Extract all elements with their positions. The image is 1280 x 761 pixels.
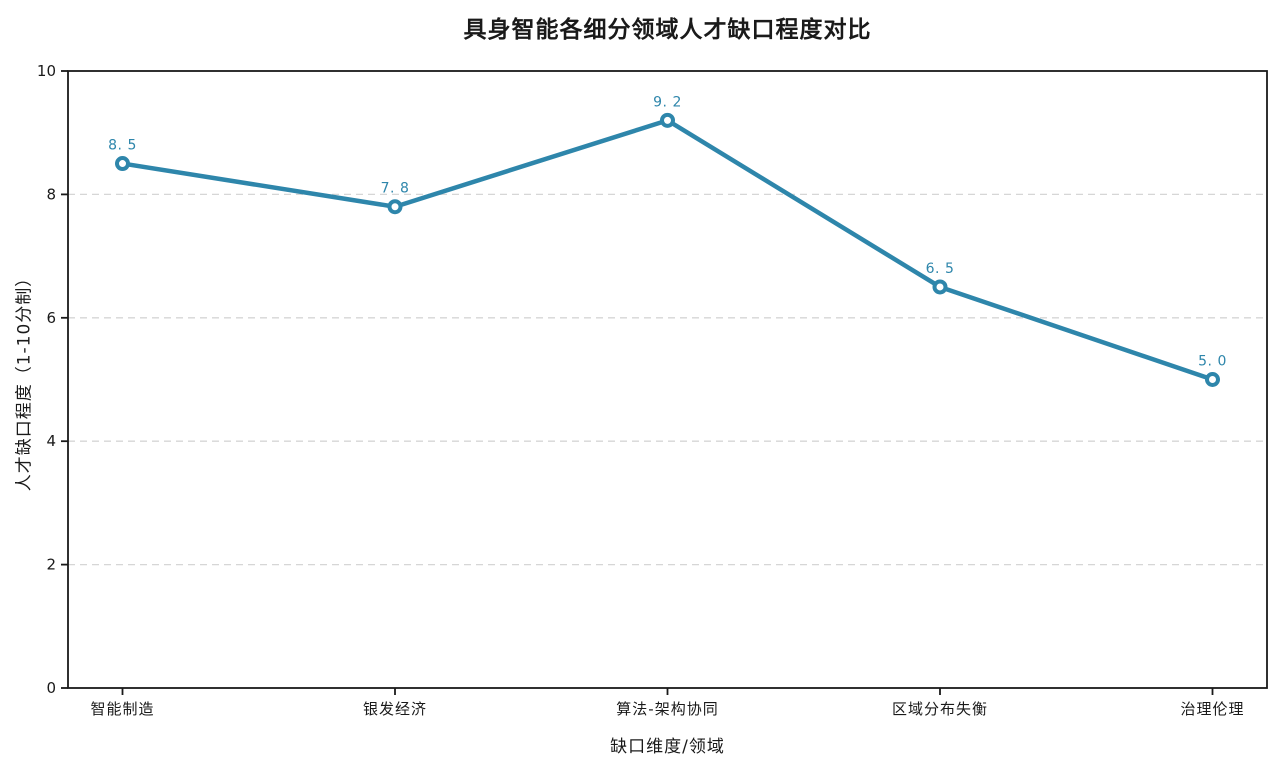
y-tick-label: 2 — [46, 556, 56, 574]
category-label: 银发经济 — [363, 700, 427, 718]
x-axis-title: 缺口维度/领域 — [610, 737, 725, 757]
data-point-label: 9. 2 — [653, 94, 682, 110]
y-tick-label: 6 — [46, 309, 56, 327]
data-point-label: 6. 5 — [926, 261, 955, 277]
y-tick-label: 4 — [46, 432, 56, 450]
series-line — [120, 118, 1215, 382]
data-point-marker — [932, 279, 948, 295]
data-point-label: 7. 8 — [381, 181, 410, 197]
data-point-marker — [660, 112, 675, 128]
data-point-label: 8. 5 — [108, 138, 137, 154]
chart-title: 具身智能各细分领域人才缺口程度对比 — [463, 17, 872, 43]
category-label: 治理伦理 — [1180, 700, 1244, 718]
category-label: 智能制造 — [90, 700, 154, 718]
plot-frame — [67, 70, 1268, 689]
y-tick-label: 10 — [37, 62, 56, 80]
y-tick-label: 0 — [46, 679, 56, 697]
category-label: 区域分布失衡 — [892, 700, 988, 718]
data-point-marker — [1205, 372, 1220, 387]
data-point-label: 5. 0 — [1198, 354, 1227, 370]
category-label: 算法-架构协同 — [616, 700, 718, 718]
y-tick-label: 8 — [46, 185, 56, 203]
data-point-marker — [115, 156, 130, 172]
data-point-marker — [387, 199, 403, 215]
